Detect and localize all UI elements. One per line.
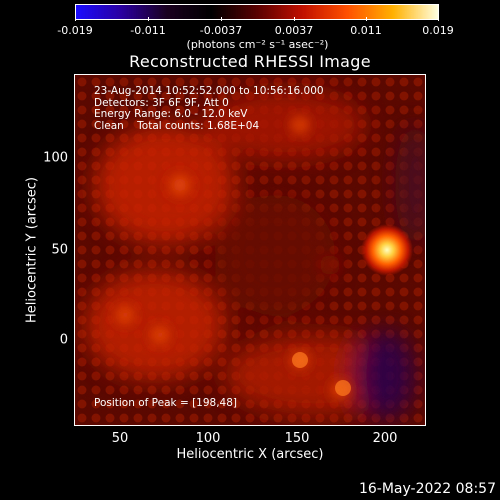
colorbar-tick-label: -0.0037: [199, 24, 243, 37]
rhessi-image-svg: [75, 75, 425, 425]
rhessi-image: [74, 74, 426, 426]
colorbar-tick-label: 0.011: [350, 24, 382, 37]
colorbar-tick-label: -0.011: [130, 24, 166, 37]
colorbar-tick-mark: [221, 17, 222, 21]
y-tick-label: 100: [43, 150, 68, 166]
clean-counts: Clean Total counts: 1.68E+04: [94, 119, 260, 132]
colorbar-units: (photons cm⁻² s⁻¹ asec⁻²): [186, 38, 329, 51]
image-info: 23-Aug-2014 10:52:52.000 to 10:56:16.000…: [94, 85, 324, 132]
colorbar-tick-mark: [148, 17, 149, 21]
colorbar-tick-label: -0.019: [57, 24, 93, 37]
x-tick-label: 100: [195, 431, 221, 446]
detectors-info: Detectors: 3F 6F 9F, Att 0: [94, 96, 229, 109]
colorbar-tick-mark: [438, 17, 439, 21]
x-tick-label: 200: [372, 431, 398, 446]
colorbar-tick-label: 0.019: [422, 24, 454, 37]
x-axis-label: Heliocentric X (arcsec): [176, 447, 324, 462]
colorbar-tick-mark: [366, 17, 367, 21]
energy-range: Energy Range: 6.0 - 12.0 keV: [94, 108, 248, 120]
x-tick-label: 50: [111, 431, 129, 446]
peak-position: Position of Peak = [198,48]: [94, 397, 238, 409]
colorbar-tick-label: 0.0037: [274, 24, 314, 37]
colorbar-tick-mark: [294, 17, 295, 21]
timestamp: 16-May-2022 08:57: [358, 481, 496, 497]
colorbar: [75, 4, 439, 20]
time-range: 23-Aug-2014 10:52:52.000 to 10:56:16.000: [94, 85, 324, 97]
y-tick-label: 0: [59, 332, 68, 348]
colorbar-tick-mark: [75, 17, 76, 21]
flare-source: [361, 224, 413, 276]
x-tick-label: 150: [284, 431, 310, 446]
y-axis-label: Heliocentric Y (arcsec): [24, 177, 40, 323]
image-title: Reconstructed RHESSI Image: [129, 52, 371, 71]
y-tick-label: 50: [51, 242, 68, 258]
